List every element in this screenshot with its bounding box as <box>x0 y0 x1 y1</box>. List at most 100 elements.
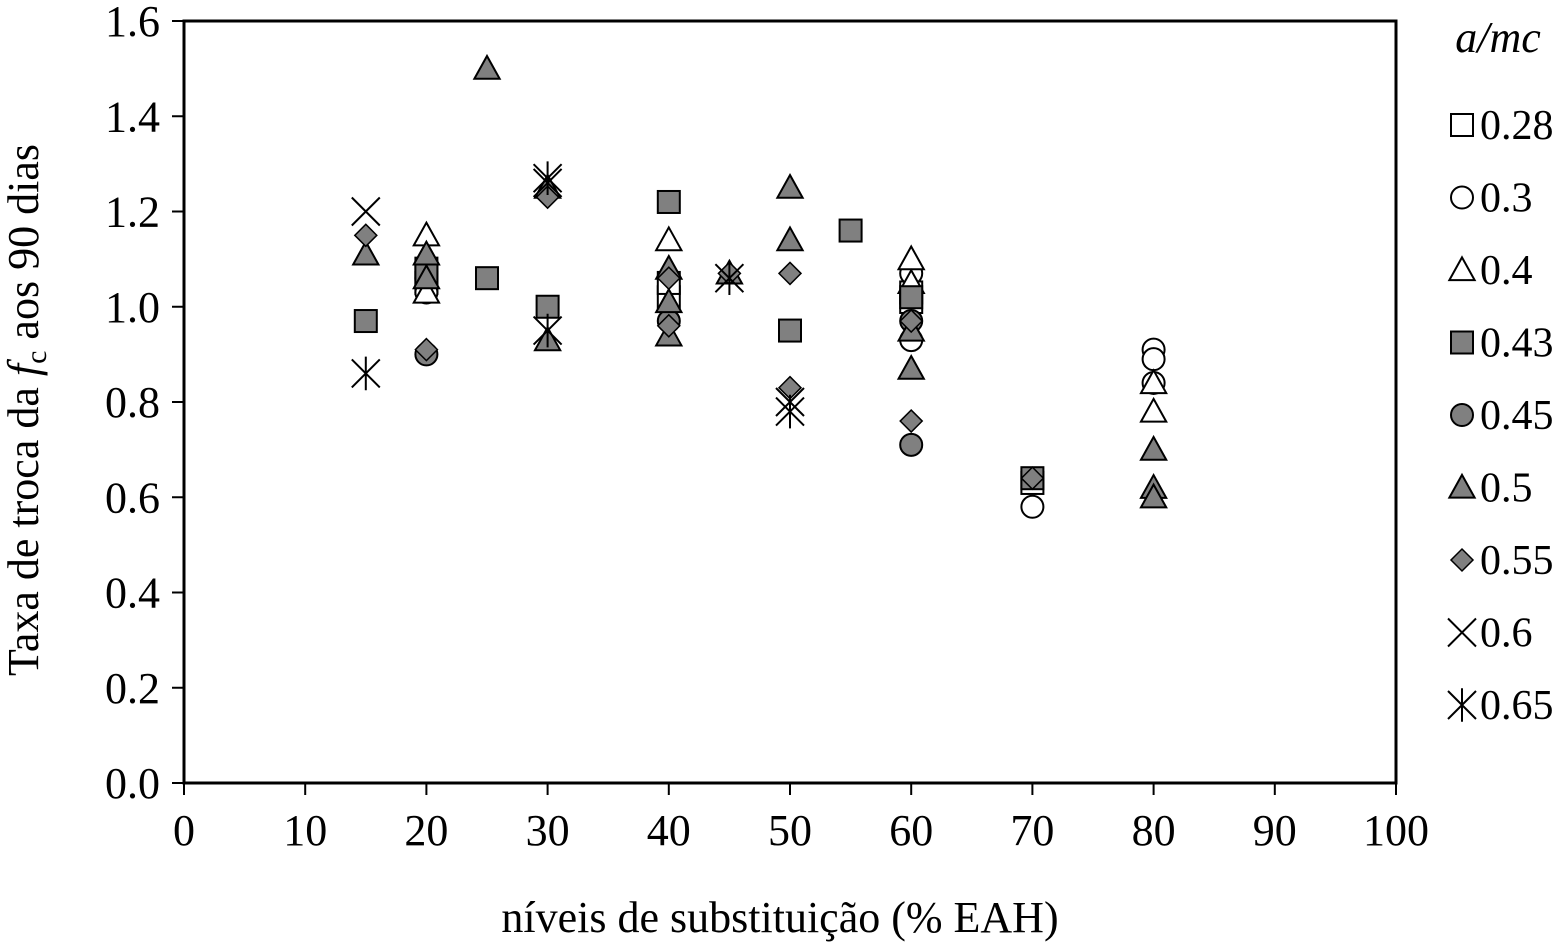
legend-label: 0.43 <box>1480 321 1554 367</box>
data-point <box>896 353 926 380</box>
data-point <box>775 225 805 252</box>
data-point <box>899 432 924 457</box>
legend-label: 0.5 <box>1480 466 1533 512</box>
data-point <box>532 313 563 348</box>
data-point <box>1020 466 1045 491</box>
series-0.43 <box>353 189 1045 491</box>
data-point <box>535 185 560 210</box>
y-tick-label: 0.0 <box>105 759 160 808</box>
data-point <box>1139 482 1168 509</box>
data-point <box>351 196 381 227</box>
x-tick-label: 20 <box>404 806 448 855</box>
legend-item-0.43: 0.43 <box>1450 321 1554 367</box>
legend-marker <box>1450 185 1474 210</box>
y-tick-label: 1.2 <box>105 188 160 237</box>
data-point <box>1139 396 1168 423</box>
y-tick-label: 0.4 <box>105 569 160 618</box>
y-axis-title: Taxa de troca da fc aos 90 dias <box>0 144 53 676</box>
legend-item-0.55: 0.55 <box>1449 538 1554 584</box>
data-point <box>412 277 441 304</box>
y-tick-label: 0.2 <box>105 664 160 713</box>
data-point <box>351 356 381 391</box>
legend-marker <box>1450 113 1474 137</box>
x-tick-label: 90 <box>1253 806 1297 855</box>
data-point <box>899 308 924 334</box>
legend-marker <box>1450 403 1474 427</box>
legend-title: a/mc <box>1455 13 1541 62</box>
data-point <box>1141 347 1166 372</box>
data-point <box>351 239 381 266</box>
series-0.65 <box>351 161 805 429</box>
legend-marker <box>1447 255 1477 282</box>
legend-label: 0.4 <box>1480 248 1533 294</box>
x-tick-label: 40 <box>647 806 691 855</box>
data-point <box>654 287 684 314</box>
legend-label: 0.45 <box>1480 393 1554 439</box>
data-point <box>656 266 681 291</box>
y-axis-title-part-1: Taxa de troca da <box>0 376 48 676</box>
x-tick-label: 30 <box>526 806 570 855</box>
y-tick-label: 0.6 <box>105 473 160 522</box>
x-axis-ticks: 0 10 20 30 40 50 60 70 80 90 100 <box>173 783 1429 855</box>
legend-item-0.28: 0.28 <box>1450 103 1554 149</box>
data-point <box>775 394 805 429</box>
x-tick-label: 70 <box>1010 806 1054 855</box>
legend-marker <box>1447 688 1477 722</box>
legend-marker <box>1447 472 1477 499</box>
data-point <box>654 225 684 252</box>
data-point <box>775 172 805 199</box>
data-point <box>838 218 863 243</box>
data-point <box>475 266 499 291</box>
legend-item-0.5: 0.5 <box>1447 466 1533 512</box>
y-tick-label: 1.0 <box>105 283 160 332</box>
data-point <box>353 309 378 334</box>
data-point <box>414 337 439 362</box>
series-0.4 <box>412 220 1168 423</box>
legend-item-0.4: 0.4 <box>1447 248 1533 294</box>
data-point <box>656 313 681 338</box>
legend-label: 0.6 <box>1480 611 1533 657</box>
y-axis-ticks: 0.0 0.2 0.4 0.6 0.8 1.0 1.2 1.4 1.6 <box>105 0 184 808</box>
data-point <box>472 53 502 80</box>
legend-marker <box>1450 330 1474 355</box>
x-tick-label: 0 <box>173 806 195 855</box>
data-point <box>778 318 802 343</box>
x-tick-label: 50 <box>768 806 812 855</box>
x-axis-title: níveis de substituição (% EAH) <box>501 893 1058 942</box>
y-tick-label: 1.6 <box>105 0 160 46</box>
data-point <box>899 285 924 310</box>
data-point <box>353 223 378 248</box>
data-point <box>899 408 924 434</box>
y-tick-label: 1.4 <box>105 92 160 141</box>
legend-marker <box>1447 617 1477 648</box>
legend-item-0.65: 0.65 <box>1447 683 1554 729</box>
x-tick-label: 100 <box>1363 806 1429 855</box>
data-point <box>714 261 745 295</box>
y-axis-title-part-2: aos 90 dias <box>0 144 48 351</box>
legend-label: 0.55 <box>1480 538 1554 584</box>
legend-item-0.6: 0.6 <box>1447 611 1533 657</box>
legend-item-0.3: 0.3 <box>1450 176 1533 222</box>
y-tick-label: 0.8 <box>105 378 160 427</box>
x-tick-label: 10 <box>283 806 327 855</box>
legend-label: 0.28 <box>1480 103 1554 149</box>
data-point <box>1020 494 1045 519</box>
legend-label: 0.65 <box>1480 683 1554 729</box>
legend-label: 0.3 <box>1480 176 1533 222</box>
data-points <box>351 53 1168 519</box>
data-point <box>1139 368 1168 395</box>
x-tick-label: 80 <box>1132 806 1176 855</box>
data-point <box>1139 434 1168 461</box>
legend-item-0.45: 0.45 <box>1450 393 1554 439</box>
data-point <box>656 189 681 214</box>
x-tick-label: 60 <box>889 806 933 855</box>
data-point <box>896 244 926 271</box>
series-0.55 <box>353 185 1045 491</box>
legend: 0.28 0.3 0.4 0.43 0.45 0.5 0.55 0.6 0.65 <box>1447 103 1554 729</box>
legend-marker <box>1449 547 1475 573</box>
data-point <box>532 161 563 195</box>
data-point <box>777 261 803 286</box>
data-point <box>412 263 441 290</box>
y-axis-title-subscript: c <box>20 351 53 364</box>
